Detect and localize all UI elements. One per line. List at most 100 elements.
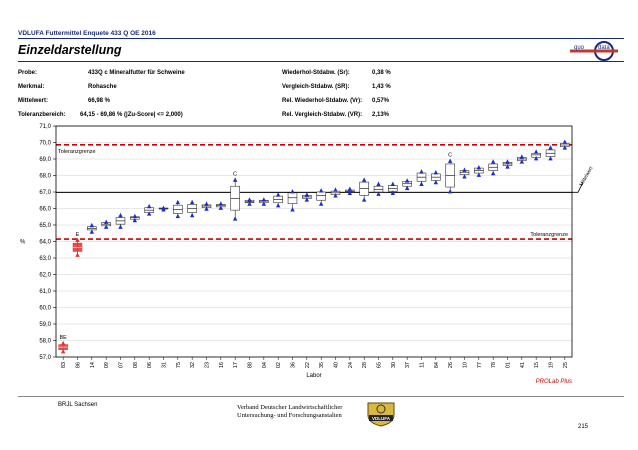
lab-box-37 <box>402 178 412 191</box>
sR-label: Vergleich-Stdabw. (SR): <box>282 84 350 90</box>
lab-box-17: C <box>230 172 240 221</box>
lab-box-32 <box>187 199 197 218</box>
max-marker <box>533 155 539 161</box>
x-tick-label: 10 <box>463 362 469 368</box>
max-marker <box>275 203 281 208</box>
lab-box-25 <box>560 139 570 150</box>
lab-box-78 <box>488 159 498 176</box>
lab-box-84 <box>431 170 441 185</box>
lab-box-01 <box>502 159 513 169</box>
max-marker <box>290 207 295 212</box>
y-tick-label: 64,0 <box>39 240 51 246</box>
max-marker <box>290 188 295 194</box>
max-marker <box>519 154 525 159</box>
x-tick-label: 25 <box>563 362 569 368</box>
x-tick-label: 28 <box>362 362 368 368</box>
chart-grid <box>56 125 572 358</box>
lab-box-10 <box>459 167 470 179</box>
max-marker <box>361 177 367 182</box>
max-marker <box>490 170 496 176</box>
header-rule-bottom <box>18 61 624 62</box>
max-marker <box>261 197 267 202</box>
lab-box-04 <box>259 197 269 206</box>
sr-value: 0,38 % <box>372 70 391 76</box>
max-marker <box>548 155 553 161</box>
y-tick-label: 63,0 <box>39 256 51 262</box>
vdlufa-logo-text: VDLUFA <box>372 416 391 421</box>
max-marker <box>60 340 66 346</box>
y-tick-label: 62,0 <box>39 273 51 279</box>
footer-center-line1: Verband Deutscher Landwirtschaftlicher <box>237 404 343 411</box>
max-marker <box>204 201 209 206</box>
max-marker <box>462 174 467 179</box>
x-tick-label: 16 <box>219 362 225 368</box>
box <box>287 192 298 204</box>
y-tick-label: 65,0 <box>39 223 51 229</box>
x-tick-label: 65 <box>377 362 383 368</box>
max-marker <box>562 145 568 150</box>
max-marker <box>361 197 367 202</box>
max-marker <box>333 193 338 198</box>
vdlufa-emblem <box>376 404 386 414</box>
lab-box-09 <box>101 219 111 229</box>
prolab-watermark: PROLab Plus <box>536 379 572 385</box>
logo-text-left: quo <box>574 45 585 51</box>
max-marker <box>304 197 310 202</box>
mean-leader-line <box>572 182 584 193</box>
sr-label: Wiederhol-Stdabw. (Sr): <box>282 70 350 76</box>
max-marker <box>89 222 95 228</box>
max-marker <box>505 164 510 169</box>
footer-rule <box>18 396 624 397</box>
y-tick-label: 57,0 <box>39 355 51 361</box>
max-marker <box>118 224 123 229</box>
tolerance-upper-label: Toleranzgrenze <box>58 149 96 155</box>
max-marker <box>304 192 310 197</box>
x-tick-label: 02 <box>276 362 282 368</box>
max-marker <box>275 192 281 197</box>
lab-box-08 <box>130 213 140 223</box>
y-tick-label: 71,0 <box>39 124 51 130</box>
x-tick-label: 84 <box>434 362 440 368</box>
lab-box-15 <box>531 149 541 161</box>
x-tick-label: 88 <box>248 362 254 368</box>
max-marker <box>204 206 209 211</box>
max-marker <box>548 145 553 150</box>
max-marker <box>232 177 238 182</box>
x-tick-label: 40 <box>334 362 340 368</box>
max-marker <box>347 190 353 196</box>
max-marker <box>189 212 195 218</box>
logo-bar <box>570 49 618 53</box>
max-marker <box>419 169 424 174</box>
max-marker <box>132 213 138 219</box>
y-tick-label: 70,0 <box>39 141 51 147</box>
x-tick-labels: 83 86 14 09 07 08 06 31 75 32 23 16 17 88 04 02 36 22 35 40… <box>61 357 569 368</box>
max-marker <box>60 349 66 354</box>
vr-value: 0,57% <box>372 98 390 104</box>
quodata-logo: quo data <box>570 41 618 61</box>
x-tick-label: 09 <box>104 362 110 368</box>
y-axis-label: % <box>20 240 26 246</box>
lab-box-07 <box>115 212 126 229</box>
max-marker <box>433 179 439 185</box>
max-marker <box>218 201 224 206</box>
lab-box-77 <box>474 165 484 177</box>
max-marker <box>161 207 166 212</box>
merkmal-value: Rohasche <box>88 84 117 90</box>
max-marker <box>433 170 439 175</box>
footer-left-text: BRJL Sachsen <box>58 402 98 408</box>
x-tick-label: 06 <box>147 362 153 368</box>
y-tick-label: 66,0 <box>39 207 51 213</box>
x-tick-label: 22 <box>305 362 311 368</box>
probe-label: Probe: <box>18 70 38 76</box>
x-tick-label: 23 <box>205 362 211 368</box>
max-marker <box>404 185 410 191</box>
probe-value: 433Q c Mineralfutter für Schweine <box>88 70 185 76</box>
lab-box-65 <box>373 181 384 196</box>
max-marker <box>146 211 152 216</box>
x-tick-label: 14 <box>90 362 96 368</box>
max-marker <box>562 139 568 144</box>
plot-frame <box>55 125 573 358</box>
toleranz-label: Toleranzbereich: <box>18 112 66 118</box>
sR-value: 1,43 % <box>372 84 391 90</box>
